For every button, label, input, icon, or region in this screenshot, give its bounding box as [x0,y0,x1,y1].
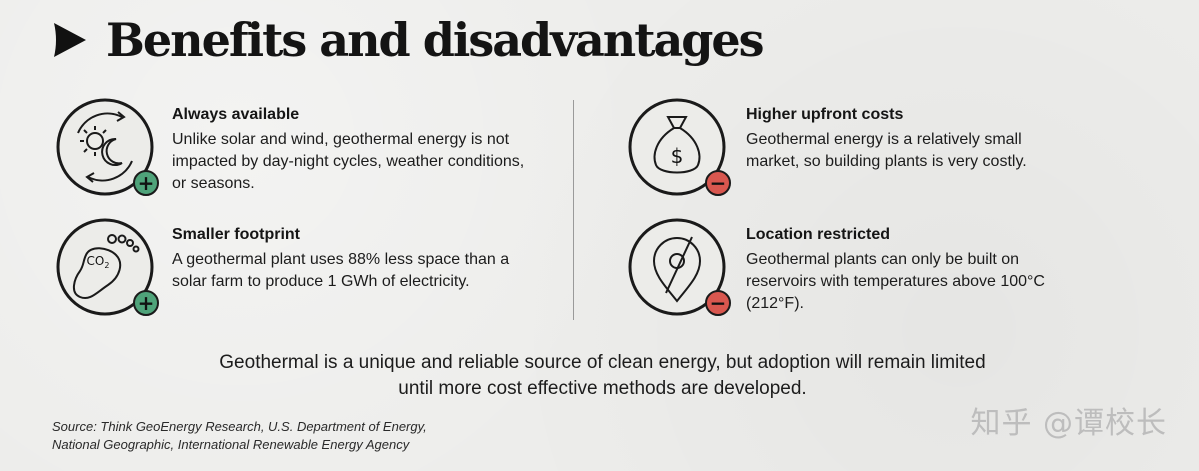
disadvantage-text: Geothermal energy is a relatively small … [746,131,1027,170]
title-row: Benefits and disadvantages [50,8,765,72]
benefit-text: Unlike solar and wind, geothermal energy… [172,131,525,192]
disadvantage-text: Geothermal plants can only be built on r… [746,251,1045,312]
money-bag-icon: $ − [622,95,742,215]
co2-label: CO2 [87,254,110,270]
source-line-2: National Geographic, International Renew… [52,437,410,452]
disadvantage-title: Location restricted [746,226,891,243]
sun-moon-cycle-icon: + [50,95,170,215]
benefit-title: Always available [172,106,300,123]
summary-text: Geothermal is a unique and reliable sour… [219,352,986,399]
disadvantage-title: Higher upfront costs [746,106,904,123]
benefit-title: Smaller footprint [172,226,301,243]
carbon-footprint-icon: CO2 + [50,215,170,335]
column-divider [573,100,574,320]
page-title: Benefits and disadvantages [106,13,765,67]
negative-badge: − [710,171,727,195]
dollar-sign: $ [671,144,684,168]
negative-badge: − [710,291,727,315]
location-restricted-icon: − [622,215,742,335]
source-line-1: Source: Think GeoEnergy Research, U.S. D… [52,419,427,434]
positive-badge: + [138,171,155,195]
source-citation: Source: Think GeoEnergy Research, U.S. D… [52,418,427,454]
benefit-text: A geothermal plant uses 88% less space t… [172,251,510,290]
play-arrow-icon [54,23,86,57]
watermark: 知乎 @谭校长 [970,406,1167,441]
positive-badge: + [138,291,155,315]
